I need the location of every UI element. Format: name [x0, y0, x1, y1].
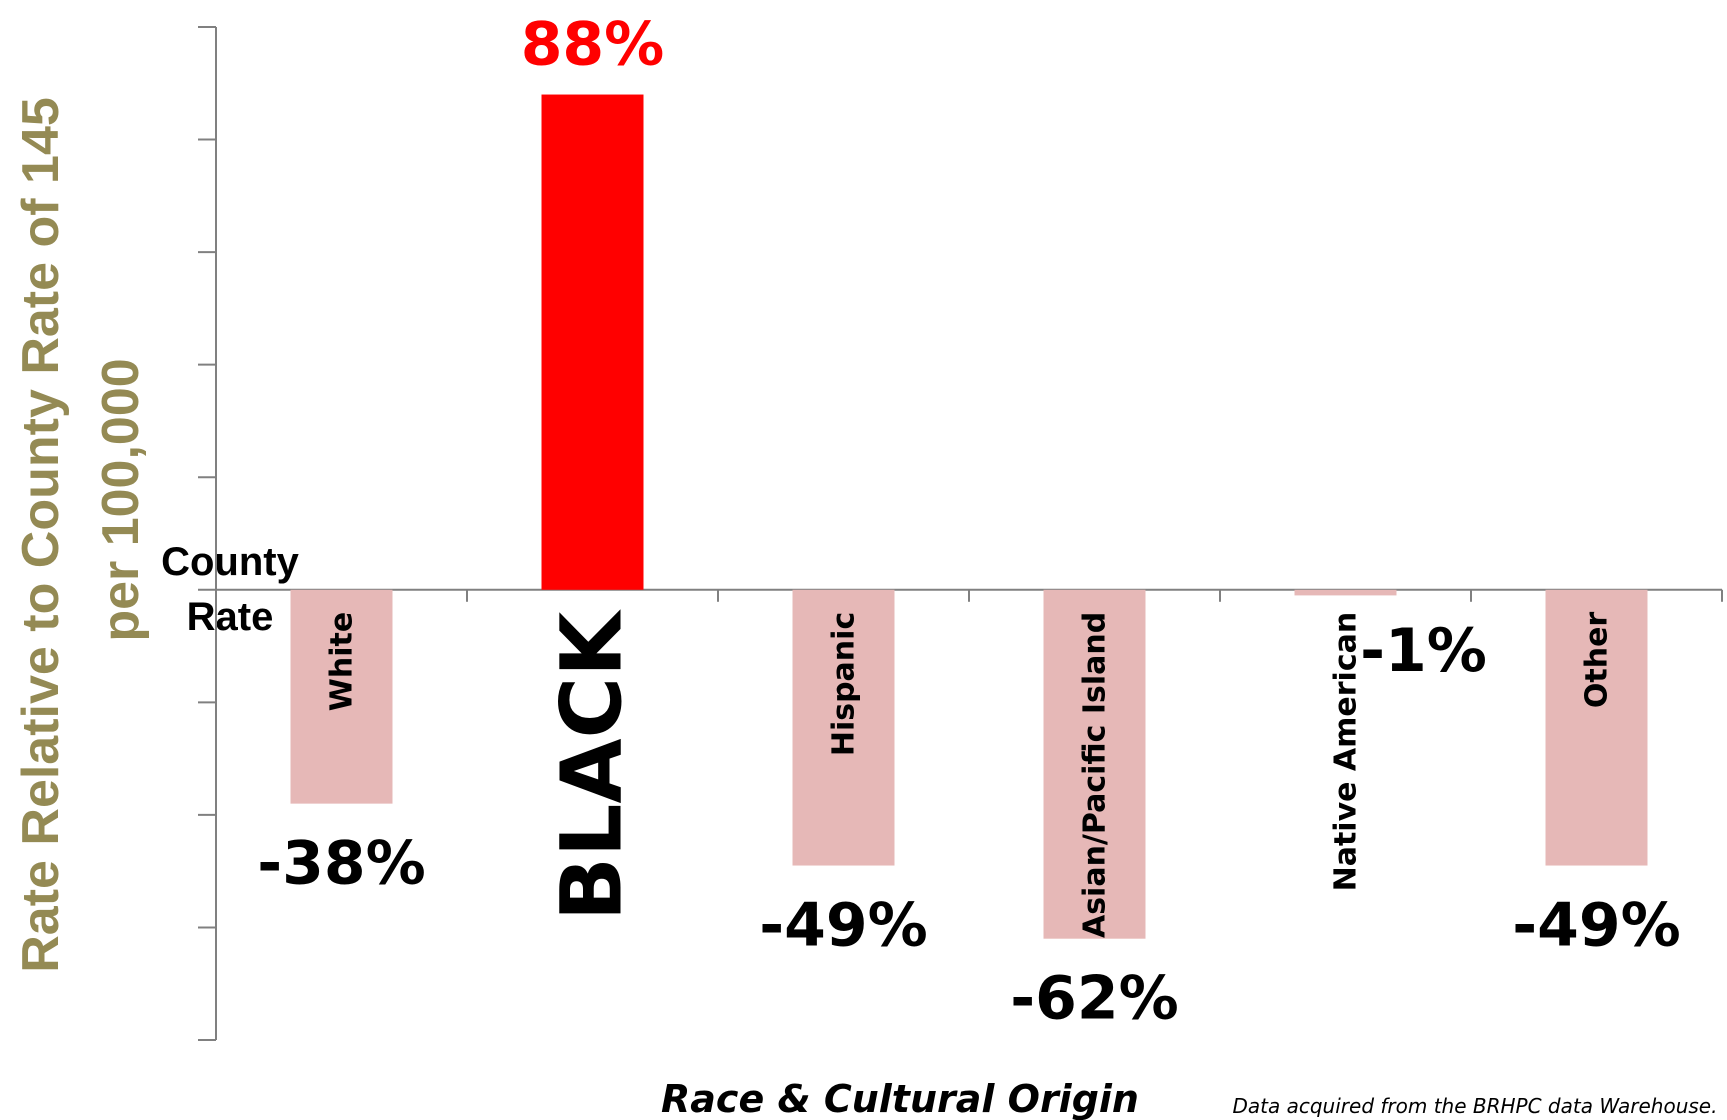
category-label: Native American — [1329, 612, 1364, 892]
source-note: Data acquired from the BRHPC data Wareho… — [1233, 1094, 1718, 1118]
bar-white — [290, 589, 393, 804]
data-label: 88% — [521, 10, 665, 80]
y-axis-title-line1: Rate Relative to County Rate of 145 — [12, 97, 70, 973]
bar-other — [1545, 589, 1648, 866]
data-label: -49% — [759, 891, 928, 961]
category-label: Asian/Pacific Island — [1078, 612, 1113, 938]
category-label: Other — [1580, 612, 1615, 709]
data-label: -49% — [1512, 891, 1681, 961]
bar-asian-pacific-island — [1043, 589, 1146, 939]
labels: -38% White 88% BLACK -49% Hispanic -62% Asian/P… — [257, 10, 1681, 1034]
baseline-label-line2: Rate — [187, 595, 274, 639]
axes — [198, 26, 1723, 1041]
x-axis-title: Race & Cultural Origin — [661, 1077, 1139, 1120]
bar-hispanic — [792, 589, 895, 866]
bar-black — [541, 94, 644, 590]
y-axis-title-line2: per 100,000 — [92, 358, 150, 641]
bar-native-american — [1294, 589, 1397, 596]
data-label: -1% — [1360, 616, 1487, 686]
baseline-label-line1: County — [161, 540, 300, 584]
category-label: BLACK — [543, 609, 641, 921]
category-label: Hispanic — [827, 612, 862, 756]
category-label: White — [325, 612, 360, 711]
data-label: -38% — [257, 829, 426, 899]
data-label: -62% — [1010, 964, 1179, 1034]
bars — [290, 94, 1648, 939]
